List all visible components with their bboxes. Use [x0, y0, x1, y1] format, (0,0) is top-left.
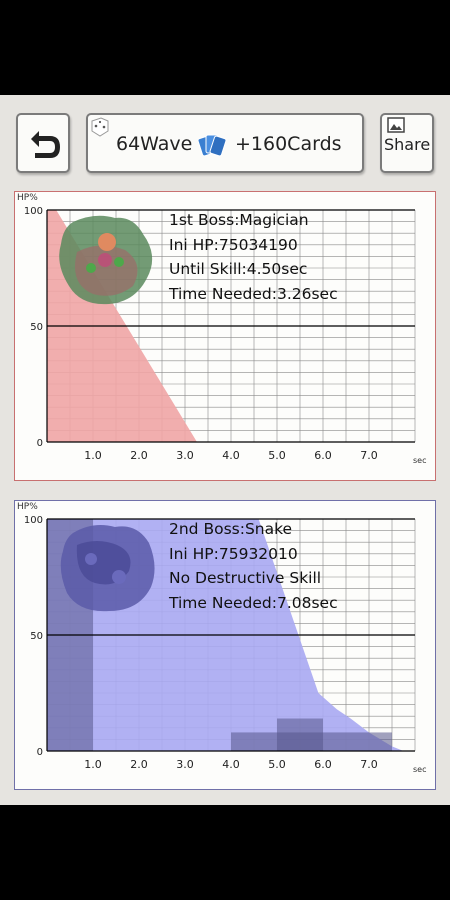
- x-tick-label: 3.0: [176, 758, 194, 771]
- boss-initial-hp: Ini HP:75034190: [169, 235, 298, 254]
- y-tick-label: 0: [37, 747, 43, 758]
- image-icon: [387, 117, 405, 133]
- y-tick-label: 50: [30, 322, 43, 333]
- x-tick-label: 7.0: [360, 449, 378, 462]
- wave-count: 64Wave: [116, 133, 193, 155]
- x-axis-label: sec: [413, 765, 427, 774]
- boss-skill-timer: Until Skill:4.50sec: [169, 260, 308, 278]
- x-tick-label: 6.0: [314, 758, 332, 771]
- x-tick-label: 6.0: [314, 449, 332, 462]
- x-tick-label: 7.0: [360, 758, 378, 771]
- y-axis-label: HP%: [17, 502, 38, 512]
- boss-name: 2nd Boss:Snake: [169, 520, 293, 538]
- boss-panel-1: 0 50 100 1.0 2.0 3.0 4.0 5.0 6.0 7.0 HP% sec 1st …: [14, 191, 436, 481]
- wave-info-button[interactable]: 64Wave +160Cards: [86, 113, 364, 173]
- cards-icon: [197, 134, 227, 157]
- x-tick-label: 4.0: [222, 758, 240, 771]
- magician-boss-icon: [59, 215, 153, 305]
- boss-initial-hp: Ini HP:75932010: [169, 544, 298, 563]
- boss-skill-info: No Destructive Skill: [169, 569, 322, 587]
- boss-info-1: 1st Boss:Magician Ini HP:75034190 Until …: [169, 208, 338, 306]
- back-arrow-icon: [31, 131, 60, 158]
- y-tick-label: 0: [37, 438, 43, 449]
- x-tick-label: 1.0: [84, 758, 102, 771]
- x-tick-label: 2.0: [130, 758, 148, 771]
- y-axis-label: HP%: [17, 193, 38, 203]
- x-tick-label: 2.0: [130, 449, 148, 462]
- x-tick-label: 5.0: [268, 449, 286, 462]
- app-screen: 64Wave +160Cards Share 0 50 100 1.0 2.0 3.0 4.…: [0, 95, 450, 805]
- x-tick-label: 1.0: [84, 449, 102, 462]
- boss-time-needed: Time Needed:7.08sec: [169, 593, 338, 612]
- shaded-region: [277, 718, 323, 751]
- share-button[interactable]: Share: [380, 113, 434, 173]
- x-tick-label: 3.0: [176, 449, 194, 462]
- dice-icon: [91, 117, 109, 137]
- y-tick-label: 100: [24, 206, 43, 217]
- x-axis-label: sec: [413, 456, 427, 465]
- share-label: Share: [384, 135, 431, 154]
- cards-count: +160Cards: [235, 133, 342, 155]
- boss-name: 1st Boss:Magician: [169, 211, 309, 229]
- back-button[interactable]: [16, 113, 70, 173]
- y-tick-label: 50: [30, 631, 43, 642]
- boss-panel-2: 0 50 100 1.0 2.0 3.0 4.0 5.0 6.0 7.0 HP% sec 2nd …: [14, 500, 436, 790]
- boss-time-needed: Time Needed:3.26sec: [169, 284, 338, 303]
- y-tick-label: 100: [24, 515, 43, 526]
- snake-boss-icon: [60, 525, 155, 612]
- x-tick-label: 4.0: [222, 449, 240, 462]
- x-tick-label: 5.0: [268, 758, 286, 771]
- boss-info-2: 2nd Boss:Snake Ini HP:75932010 No Destru…: [169, 517, 338, 615]
